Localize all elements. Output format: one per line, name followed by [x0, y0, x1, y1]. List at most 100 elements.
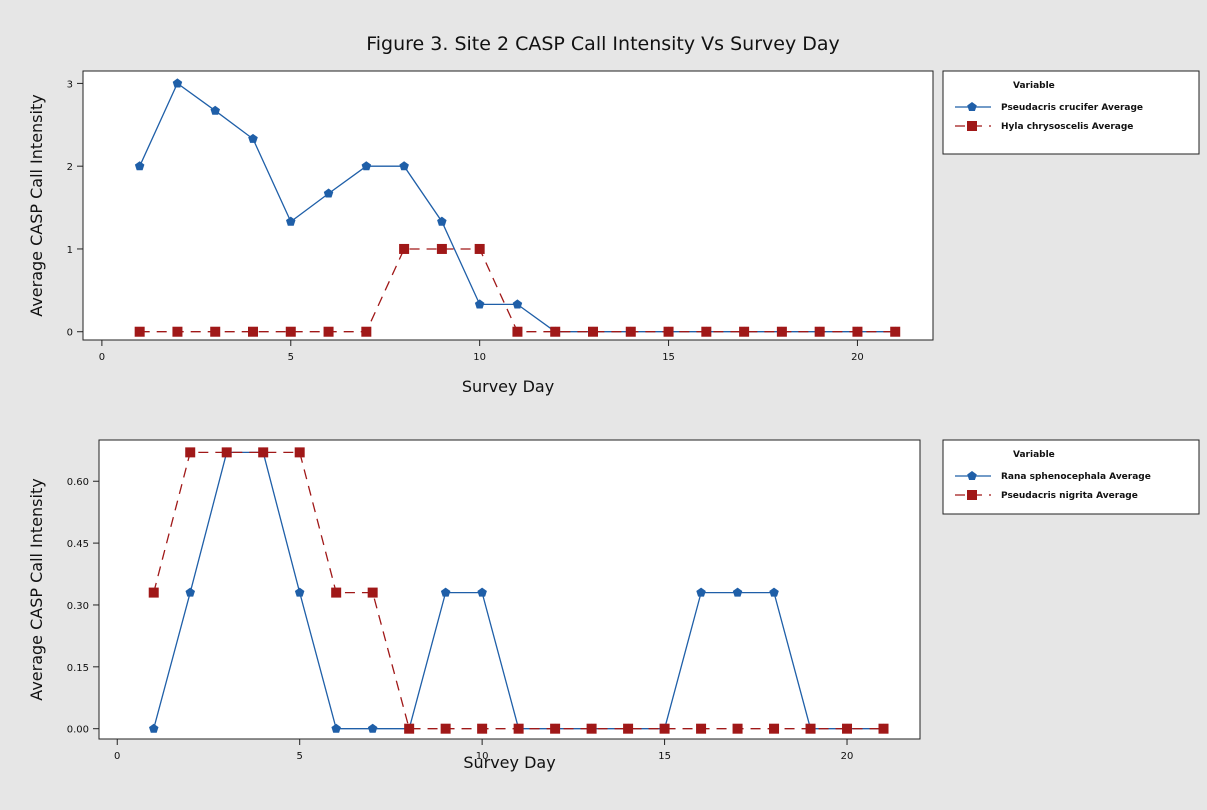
data-point-pentagon	[185, 587, 195, 597]
x-tick-label: 5	[288, 352, 294, 363]
data-point-square	[474, 243, 485, 254]
data-point-pentagon	[512, 299, 523, 309]
data-point-square	[404, 723, 415, 734]
data-point-pentagon	[149, 723, 159, 733]
data-point-square	[890, 326, 901, 337]
y-axis-label: Average CASP Call Intensity	[27, 478, 46, 700]
x-tick-label: 10	[473, 352, 486, 363]
data-point-square	[512, 326, 523, 337]
data-point-square	[294, 447, 305, 458]
legend-marker-square	[967, 490, 977, 500]
data-point-square	[776, 326, 787, 337]
data-point-pentagon	[361, 161, 372, 171]
data-point-square	[550, 326, 561, 337]
data-point-square	[148, 587, 159, 598]
data-point-square	[361, 326, 372, 337]
legend-box	[942, 70, 1200, 155]
data-point-square	[739, 326, 750, 337]
y-tick-label: 0.60	[67, 477, 89, 488]
data-point-square	[625, 326, 636, 337]
data-point-pentagon	[134, 161, 145, 171]
data-point-pentagon	[696, 587, 706, 597]
y-tick-label: 0.45	[67, 539, 89, 550]
data-point-square	[805, 723, 816, 734]
data-point-square	[399, 243, 410, 254]
data-point-pentagon	[769, 587, 779, 597]
data-point-square	[436, 243, 447, 254]
data-point-pentagon	[437, 216, 447, 226]
data-point-pentagon	[210, 105, 220, 115]
data-point-square	[550, 723, 561, 734]
y-axis-label: Average CASP Call Intensity	[27, 94, 46, 316]
legend-marker-pentagon	[967, 471, 977, 480]
legend-entry-2: Pseudacris nigrita Average	[1001, 491, 1138, 501]
data-point-square	[210, 326, 221, 337]
legend-marker-square	[967, 121, 977, 131]
y-tick-label: 0.30	[67, 601, 89, 612]
legend-entry-1: Pseudacris crucifer Average	[1001, 103, 1143, 113]
panel-top: 0 5 10 15 20 0 1 2 3 Survey Day Average CASP Call …	[27, 70, 1200, 396]
x-tick-label: 5	[297, 751, 303, 762]
x-tick-label: 0	[114, 751, 120, 762]
data-point-square	[588, 326, 598, 337]
data-point-square	[842, 723, 853, 734]
data-point-square	[185, 447, 196, 458]
y-tick-label: 0.00	[67, 725, 89, 736]
y-tick-label: 0	[67, 328, 73, 339]
data-point-pentagon	[248, 133, 258, 143]
data-point-square	[732, 723, 743, 734]
x-tick-label: 15	[658, 751, 671, 762]
data-point-pentagon	[331, 723, 341, 733]
data-point-square	[513, 723, 524, 734]
data-point-square	[769, 723, 780, 734]
panel-bottom: 0 5 10 15 20 0.00 0.15 0.30 0.45 0.60 Survey Day Av…	[27, 439, 1200, 772]
data-point-pentagon	[732, 587, 743, 597]
data-point-pentagon	[294, 587, 305, 597]
data-point-square	[134, 326, 145, 337]
y-tick-label: 0.15	[67, 663, 89, 674]
data-point-square	[440, 723, 451, 734]
x-tick-label: 15	[662, 352, 675, 363]
legend-title: Variable	[1013, 450, 1055, 460]
plot-area	[98, 439, 921, 740]
data-point-square	[477, 723, 488, 734]
data-point-square	[659, 723, 670, 734]
x-tick-label: 10	[476, 751, 489, 762]
legend-box	[942, 439, 1200, 515]
x-tick-label: 20	[851, 352, 864, 363]
data-point-square	[172, 326, 183, 337]
data-point-square	[701, 326, 712, 337]
data-point-pentagon	[477, 587, 487, 597]
data-point-square	[331, 587, 342, 598]
x-axis-label: Survey Day	[463, 753, 555, 772]
x-tick-label: 0	[99, 352, 105, 363]
y-tick-label: 1	[67, 245, 73, 256]
data-point-square	[623, 723, 634, 734]
data-point-square	[663, 326, 674, 337]
plot-area	[82, 70, 934, 341]
data-point-square	[696, 723, 707, 734]
data-point-square	[285, 326, 296, 337]
legend-entry-1: Rana sphenocephala Average	[1001, 472, 1151, 482]
legend-entry-2: Hyla chrysoscelis Average	[1001, 122, 1133, 132]
data-point-square	[814, 326, 825, 337]
data-point-pentagon	[440, 587, 451, 597]
data-point-pentagon	[172, 78, 183, 88]
data-point-square	[323, 326, 334, 337]
data-point-pentagon	[323, 188, 334, 198]
x-tick-label: 20	[841, 751, 854, 762]
data-point-square	[248, 326, 258, 337]
data-point-pentagon	[474, 299, 485, 309]
y-tick-label: 3	[67, 79, 73, 90]
data-point-square	[878, 723, 889, 734]
y-tick-label: 2	[67, 162, 73, 173]
legend-marker-pentagon	[967, 102, 977, 111]
data-point-pentagon	[367, 723, 378, 733]
data-point-square	[221, 447, 232, 458]
figure-title: Figure 3. Site 2 CASP Call Intensity Vs …	[366, 33, 840, 55]
data-point-square	[852, 326, 863, 337]
x-axis-label: Survey Day	[462, 377, 554, 396]
data-point-square	[586, 723, 597, 734]
data-point-square	[367, 587, 378, 598]
